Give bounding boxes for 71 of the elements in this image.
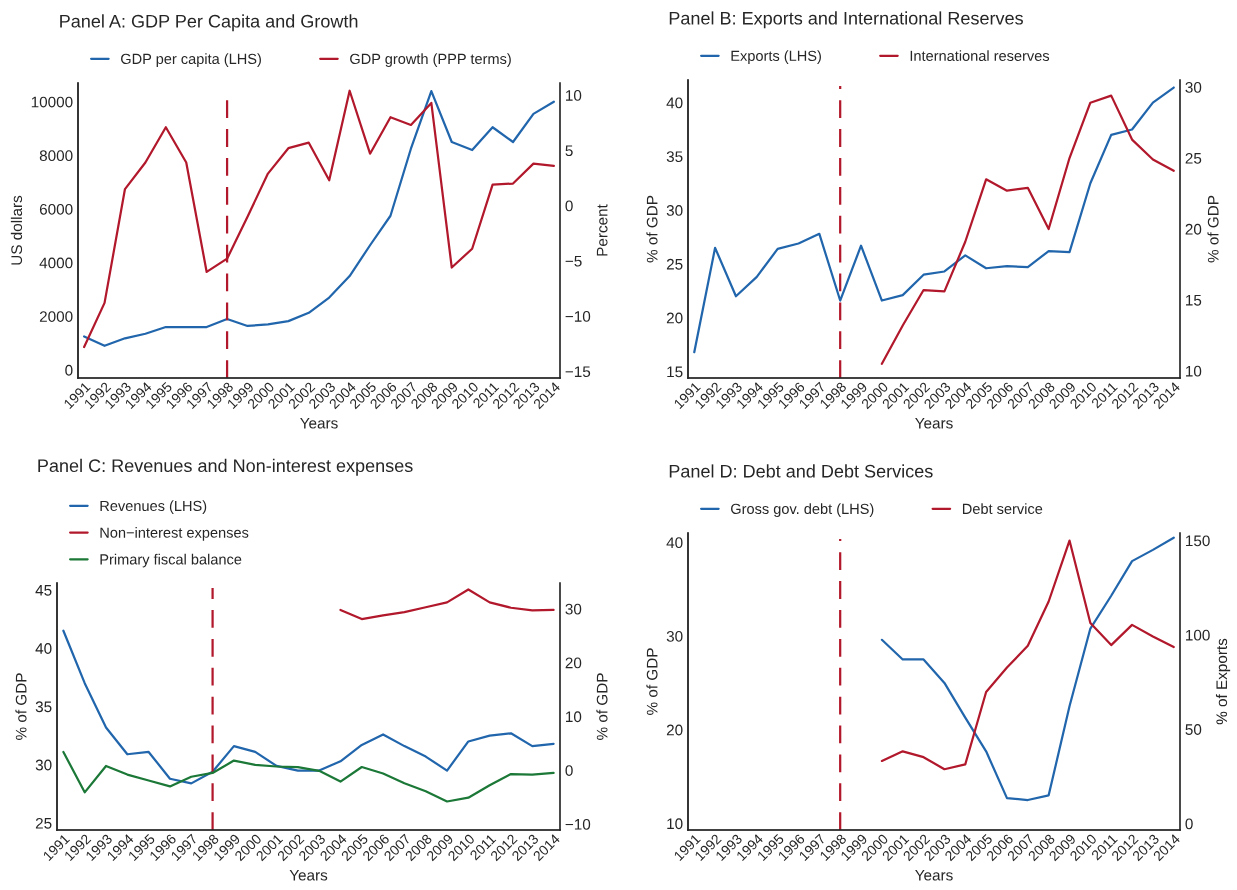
y-tick-label: 45 [35, 585, 52, 596]
y-tick-label: 40 [666, 97, 683, 109]
y-tick-label: 30 [666, 630, 683, 642]
y-tick-label: 30 [35, 759, 52, 771]
y2-axis-title: Percent [596, 204, 608, 256]
y2-tick-label: 20 [565, 657, 582, 669]
legend-label: Revenues (LHS) [100, 500, 207, 514]
y-tick-label: 20 [666, 724, 683, 736]
y2-tick-label: 100 [1186, 629, 1210, 641]
y-tick-label: 8000 [39, 150, 73, 162]
y2-tick-label: 50 [1185, 724, 1202, 735]
y2-tick-label: 0 [1185, 818, 1193, 830]
y-tick-label: 35 [35, 701, 52, 713]
line-series [62, 629, 555, 785]
y2-tick-label: −5 [565, 255, 582, 267]
y2-tick-label: 15 [1186, 294, 1202, 306]
chart-title: Panel A: GDP Per Capita and Growth [60, 14, 358, 32]
y2-tick-label: 0 [565, 765, 573, 776]
y-tick-label: 15 [667, 366, 683, 378]
legend-label: Primary fiscal balance [100, 553, 242, 568]
y-tick-label: 10 [667, 818, 683, 830]
y2-axis-title: % of GDP [596, 673, 608, 740]
legend-label: Debt service [962, 503, 1043, 515]
y-tick-label: 35 [666, 151, 683, 163]
y2-tick-label: 30 [1185, 81, 1202, 93]
y-tick-label: 10000 [31, 96, 73, 108]
y2-tick-label: 10 [1186, 365, 1202, 377]
y-tick-label: 0 [65, 364, 73, 376]
y-tick-label: 40 [35, 643, 52, 654]
y2-tick-label: 5 [565, 145, 573, 157]
line-series [693, 86, 1175, 354]
line-series [880, 94, 1175, 365]
x-axis-title: Years [915, 869, 953, 881]
y2-axis-title: % of Exports [1215, 638, 1231, 725]
legend-label: GDP per capita (LHS) [121, 53, 261, 67]
line-series [62, 750, 555, 803]
y-tick-label: 30 [666, 205, 683, 216]
legend-label: Gross gov. debt (LHS) [731, 503, 874, 517]
y2-tick-label: −10 [565, 310, 591, 322]
y-tick-label: 25 [666, 258, 683, 270]
y2-tick-label: 10 [566, 90, 582, 101]
x-axis-title: Years [289, 869, 328, 881]
x-axis-title: Years [915, 417, 953, 429]
y2-tick-label: −10 [565, 818, 591, 830]
legend-label: Exports (LHS) [731, 50, 821, 64]
y-axis-title: % of GDP [646, 648, 658, 715]
y-tick-label: 20 [666, 312, 683, 324]
y-axis-title: US dollars [10, 195, 23, 265]
y2-tick-label: 25 [1185, 152, 1202, 164]
y-tick-label: 40 [666, 537, 683, 549]
y2-tick-label: −15 [565, 366, 591, 378]
chart-title: Panel C: Revenues and Non-interest expenses [38, 458, 413, 476]
y-axis-title: % of GDP [15, 673, 27, 740]
y-tick-label: 4000 [39, 257, 73, 269]
x-axis-title: Years [300, 417, 338, 429]
line-series [339, 588, 555, 621]
chart-title: Panel D: Debt and Debt Services [669, 464, 933, 478]
chart-title: Panel B: Exports and International Reserves [669, 11, 1023, 29]
y-tick-label: 2000 [39, 311, 73, 322]
y2-tick-label: 0 [565, 200, 573, 212]
y2-tick-label: 30 [565, 603, 582, 615]
y-tick-label: 25 [35, 817, 52, 829]
y2-tick-label: 150 [1186, 535, 1210, 547]
legend-label: International reserves [910, 50, 1050, 62]
legend-label: Non−interest expenses [100, 527, 249, 541]
y2-tick-label: 20 [1185, 223, 1202, 235]
legend-label: GDP growth (PPP terms) [350, 53, 511, 67]
y-axis-title: % of GDP [646, 195, 658, 263]
y-tick-label: 6000 [39, 203, 73, 215]
y2-tick-label: 10 [566, 711, 582, 723]
y2-axis-title: % of GDP [1207, 195, 1219, 263]
